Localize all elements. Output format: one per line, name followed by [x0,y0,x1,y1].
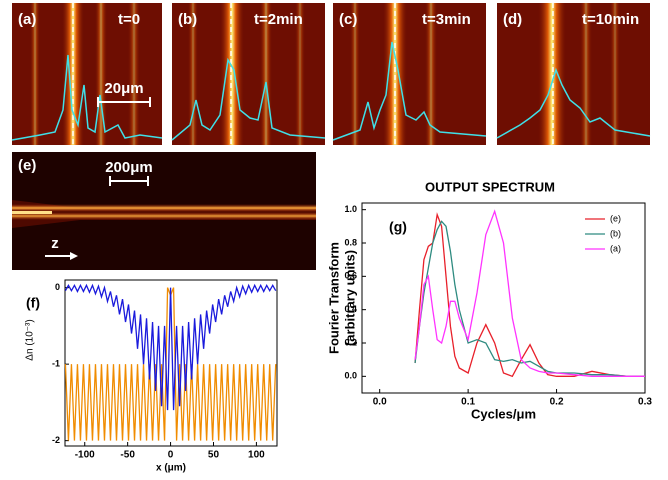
image-panel: (b) t=2min [171,3,326,145]
y-axis-label: (arbitrary units) [342,250,357,346]
x-axis-label: Cycles/μm [471,406,536,421]
x-tick-label: 50 [208,450,220,461]
y-tick-label: 0 [55,282,60,292]
data-line [414,220,645,377]
y-tick-label: 0.8 [344,237,357,247]
x-tick-label: -100 [75,450,95,461]
y-tick-label: 0.0 [344,371,357,381]
y-tick-label: 1.0 [344,204,357,214]
y-tick-label: 0.6 [344,271,357,281]
image-panel: (c) t=3min [332,3,487,145]
legend-label: (a) [610,243,621,253]
axis-label: z [51,235,59,252]
x-tick-label: -50 [120,450,135,461]
panel-label: (b) [178,11,197,28]
scale-label: 20μm [104,80,143,97]
time-label: t=10min [582,11,639,28]
time-label: t=3min [422,11,471,28]
panel-label: (d) [503,11,522,28]
legend-label: (b) [610,228,621,238]
y-tick-label: -2 [52,435,60,445]
legend-label: (e) [610,213,621,223]
x-tick-label: 100 [248,450,265,461]
panel-label: (f) [26,295,40,311]
y-tick-label: 0.2 [344,337,357,347]
x-tick-label: 0.1 [461,397,475,408]
image-panel: (d) t=10min [496,3,651,145]
x-axis-label: x (μm) [156,463,186,474]
panel-label: (e) [18,157,36,174]
data-line [414,209,645,377]
y-tick-label: -1 [52,359,60,369]
x-tick-label: 0.0 [373,397,387,408]
chart-title: OUTPUT SPECTRUM [425,179,555,194]
panel-label: (a) [18,11,36,28]
y-axis-label: Fourier Transform [326,242,341,354]
time-label: t=0 [118,11,140,28]
y-axis-label: Δn (10⁻³) [25,319,36,360]
data-line [414,212,645,378]
data-line [64,283,277,411]
plot-frame [361,202,646,394]
scale-label: 200μm [105,159,153,176]
panel-label: (g) [389,219,407,235]
x-tick-label: 0 [168,450,174,461]
x-tick-label: 0.3 [638,397,652,408]
image-panel: (a) t=0 20μm [11,3,163,145]
y-tick-label: 0.4 [344,304,357,314]
image-panel: (e) 200μm z [12,152,316,270]
x-tick-label: 0.2 [550,397,564,408]
panel-label: (c) [339,11,357,28]
time-label: t=2min [254,11,303,28]
